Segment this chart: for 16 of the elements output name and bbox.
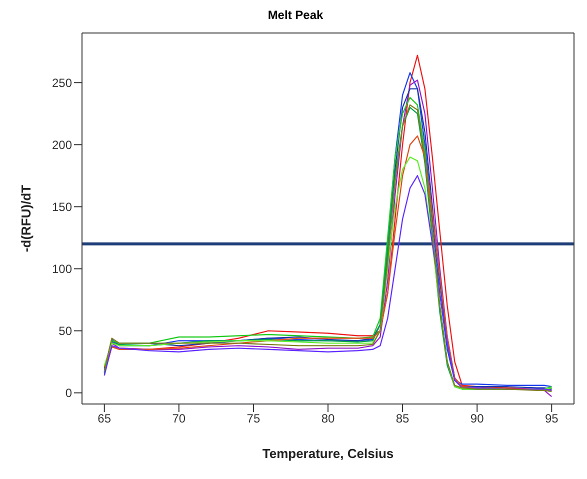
y-tick-label: 200: [52, 138, 72, 152]
chart-title: Melt Peak: [266, 8, 324, 24]
x-axis-title: Temperature, Celsius: [262, 446, 394, 461]
x-tick-label: 90: [470, 412, 484, 426]
x-tick-label: 65: [98, 412, 112, 426]
y-tick-label: 150: [52, 200, 72, 214]
x-tick-label: 70: [172, 412, 186, 426]
x-tick-label: 95: [544, 412, 559, 426]
y-tick-label: 0: [65, 386, 72, 400]
y-tick-label: 50: [58, 324, 72, 338]
y-axis-title: -d(RFU)/dT: [18, 184, 34, 252]
x-tick-label: 85: [396, 412, 410, 426]
y-tick-label: 250: [52, 76, 72, 90]
x-tick-label: 80: [321, 412, 335, 426]
y-tick-label: 100: [52, 262, 72, 276]
x-tick-label: 75: [246, 412, 260, 426]
